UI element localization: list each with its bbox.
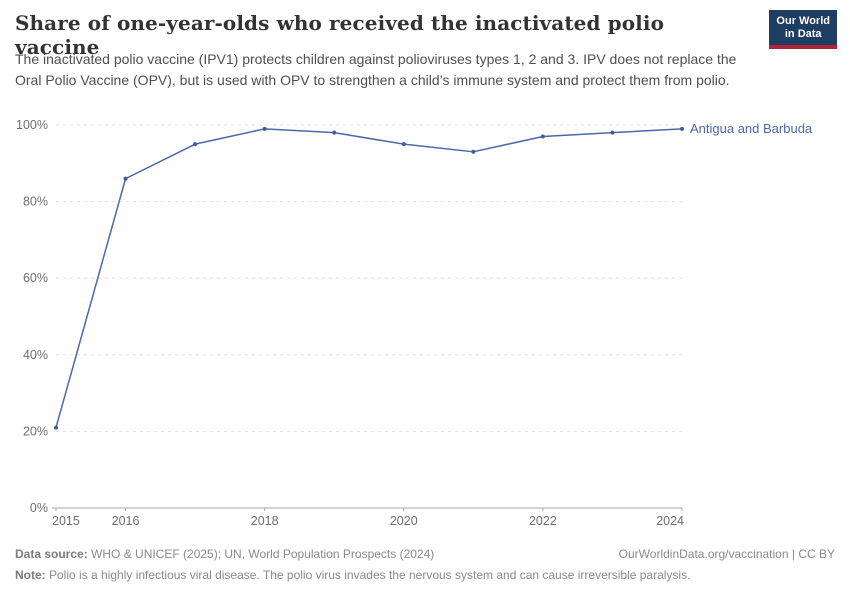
data-point[interactable]: [332, 130, 337, 135]
y-tick-label: 20%: [23, 424, 48, 438]
entity-label[interactable]: Antigua and Barbuda: [690, 121, 813, 136]
chart-subtitle: The inactivated polio vaccine (IPV1) pro…: [15, 51, 737, 88]
data-point[interactable]: [54, 425, 58, 430]
y-tick-label: 100%: [16, 118, 48, 132]
owid-logo-line1: Our World: [776, 15, 830, 27]
y-tick-label: 80%: [23, 195, 48, 209]
data-point[interactable]: [540, 134, 545, 139]
owid-logo-line2: in Data: [784, 28, 822, 40]
x-tick-label: 2022: [529, 514, 557, 528]
data-point[interactable]: [193, 142, 198, 147]
x-tick-label: 2020: [390, 514, 418, 528]
series-line[interactable]: [55, 128, 683, 428]
line-chart[interactable]: 0% 20% 40% 60% 80% 100% 2015 2016 2018 2020 2022 20…: [0, 113, 850, 543]
x-tick-label: 2016: [112, 514, 140, 528]
data-point[interactable]: [610, 130, 615, 135]
data-point[interactable]: [471, 149, 476, 154]
data-source-label: Data source:: [15, 547, 88, 561]
note-line: Note: Polio is a highly infectious viral…: [15, 568, 690, 582]
owid-logo[interactable]: Our World in Data: [769, 10, 837, 49]
chart-footer: Data source: WHO & UNICEF (2025); UN, Wo…: [15, 547, 835, 583]
y-tick-label: 60%: [23, 271, 48, 285]
x-tick-label: 2024: [656, 514, 684, 528]
x-tick-label: 2018: [251, 514, 279, 528]
y-tick-label: 40%: [23, 348, 48, 362]
data-point[interactable]: [680, 126, 684, 131]
data-point[interactable]: [123, 176, 128, 181]
x-tick-label: 2015: [52, 514, 80, 528]
data-point[interactable]: [401, 142, 406, 147]
data-point[interactable]: [262, 126, 267, 131]
y-tick-label: 0%: [30, 501, 48, 515]
page-title: Share of one-year-olds who received the …: [15, 11, 665, 59]
note-label: Note:: [15, 568, 46, 582]
note-text: Polio is a highly infectious viral disea…: [45, 568, 691, 582]
data-source-line: Data source: WHO & UNICEF (2025); UN, Wo…: [15, 547, 434, 562]
data-source-text: WHO & UNICEF (2025); UN, World Populatio…: [87, 547, 435, 561]
license-link[interactable]: OurWorldinData.org/vaccination | CC BY: [618, 547, 835, 561]
